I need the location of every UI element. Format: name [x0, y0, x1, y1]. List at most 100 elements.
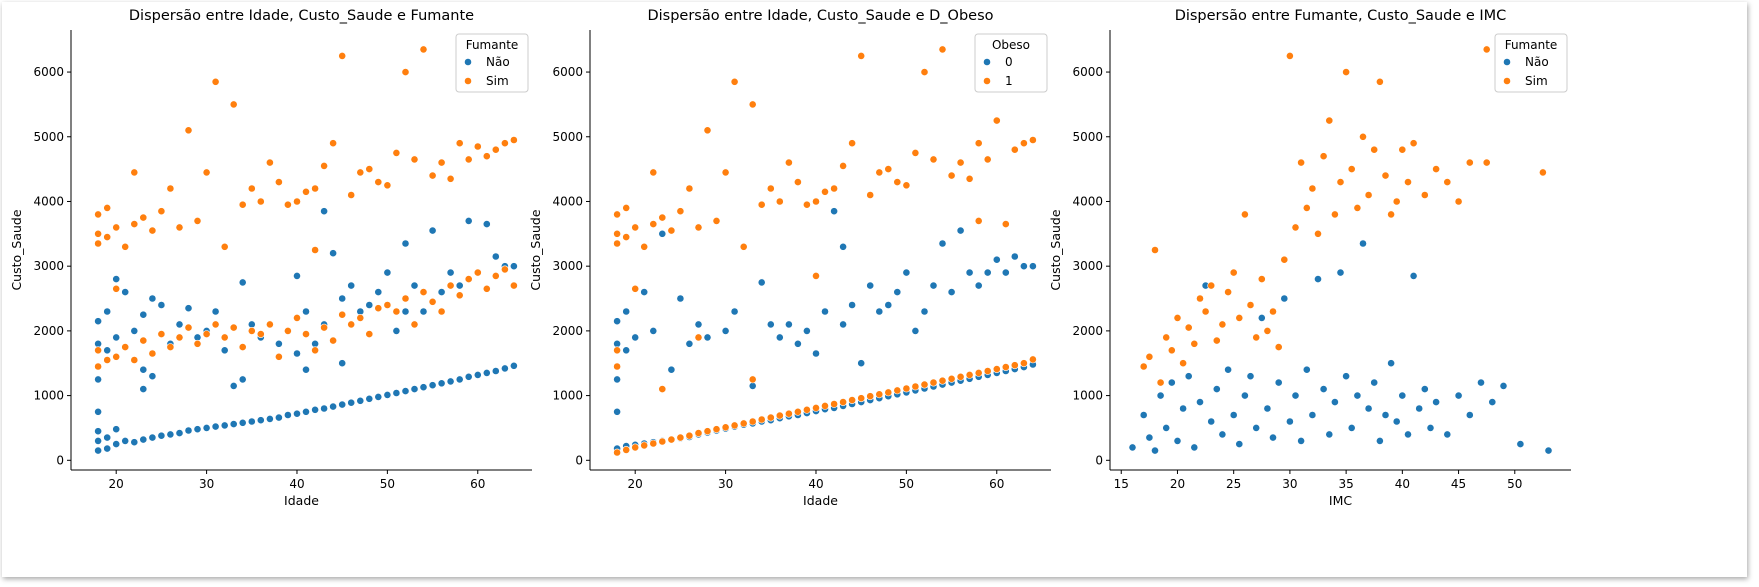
data-point	[721, 168, 730, 177]
data-point	[509, 361, 518, 370]
data-point	[401, 307, 410, 316]
data-point	[112, 284, 121, 293]
y-tick-label: 0	[575, 453, 583, 467]
data-point	[500, 139, 509, 148]
data-point	[202, 168, 211, 177]
data-point	[1190, 339, 1199, 348]
x-tick-label: 35	[1338, 477, 1353, 491]
legend: Fumante Não Sim	[1494, 33, 1568, 93]
y-tick-label: 4000	[552, 194, 583, 208]
data-point	[365, 301, 374, 309]
data-point	[875, 168, 884, 177]
legend-marker	[1503, 77, 1511, 85]
data-point	[1488, 398, 1497, 406]
data-point	[1029, 355, 1037, 364]
data-point	[1370, 378, 1379, 387]
legend-title: Fumante	[1505, 38, 1558, 52]
data-point	[338, 310, 347, 319]
data-point	[1184, 372, 1193, 381]
data-point	[1179, 404, 1187, 413]
legend-label: Sim	[1525, 74, 1548, 88]
x-tick-label: 40	[1395, 477, 1410, 491]
data-point	[94, 210, 102, 219]
data-point	[274, 339, 283, 348]
data-point	[491, 145, 500, 154]
data-point	[175, 223, 184, 232]
data-point	[283, 200, 292, 209]
data-point	[893, 386, 902, 395]
data-point	[1280, 294, 1289, 303]
data-point	[121, 288, 130, 296]
data-point	[256, 197, 265, 206]
data-point	[193, 425, 202, 434]
y-axis-label: Custo_Saude	[528, 209, 543, 290]
data-point	[103, 433, 112, 442]
data-point	[694, 223, 703, 232]
data-point	[320, 161, 328, 170]
y-axis-label: Custo_Saude	[9, 209, 24, 290]
data-point	[94, 407, 102, 416]
data-point	[112, 440, 121, 448]
data-point	[265, 320, 274, 329]
data-point	[1336, 268, 1345, 277]
data-point	[1001, 268, 1010, 277]
data-point	[929, 378, 938, 387]
data-point	[1398, 391, 1407, 400]
data-point	[220, 242, 229, 251]
data-point	[401, 294, 410, 303]
data-point	[1465, 411, 1474, 419]
data-point	[320, 207, 328, 216]
data-point	[473, 370, 482, 379]
data-point	[338, 400, 347, 409]
data-point	[1404, 430, 1412, 439]
data-point	[1477, 378, 1485, 387]
data-point	[347, 281, 356, 290]
data-point	[920, 380, 929, 389]
data-point	[1291, 223, 1300, 232]
data-point	[658, 437, 667, 446]
data-point	[437, 307, 446, 316]
data-point	[410, 385, 419, 393]
data-point	[785, 158, 793, 167]
data-point	[184, 304, 193, 313]
data-point	[893, 288, 902, 296]
data-point	[320, 323, 328, 332]
data-point	[329, 139, 337, 148]
data-point	[1314, 229, 1322, 238]
data-point	[1331, 398, 1339, 406]
data-point	[965, 370, 974, 379]
data-point	[1229, 411, 1238, 419]
data-point	[938, 376, 947, 385]
data-point	[1432, 398, 1440, 406]
data-point	[491, 271, 500, 280]
data-point	[983, 155, 992, 164]
legend: Obeso 0 1	[974, 33, 1048, 93]
data-point	[184, 323, 193, 332]
data-point	[1263, 404, 1272, 413]
data-point	[437, 158, 446, 167]
data-point	[712, 216, 721, 225]
data-point	[694, 333, 703, 342]
y-tick-label: 5000	[1072, 130, 1103, 144]
data-point	[1196, 294, 1204, 303]
data-point	[1454, 197, 1463, 206]
data-point	[1257, 275, 1266, 283]
data-point	[1342, 372, 1350, 381]
data-point	[631, 443, 640, 452]
data-point	[265, 158, 274, 167]
data-point	[839, 320, 847, 329]
data-point	[446, 281, 455, 290]
x-tick-label: 60	[470, 477, 485, 491]
data-point	[238, 200, 247, 209]
data-point	[631, 333, 640, 342]
data-point	[685, 184, 694, 193]
data-point	[1319, 385, 1328, 393]
y-tick-label: 2000	[552, 324, 583, 338]
data-point	[202, 330, 211, 338]
y-tick-label: 0	[1095, 453, 1103, 467]
data-point	[157, 330, 166, 338]
data-point	[211, 307, 220, 316]
data-point	[256, 330, 265, 338]
data-point	[103, 307, 112, 316]
data-point	[1156, 378, 1165, 387]
